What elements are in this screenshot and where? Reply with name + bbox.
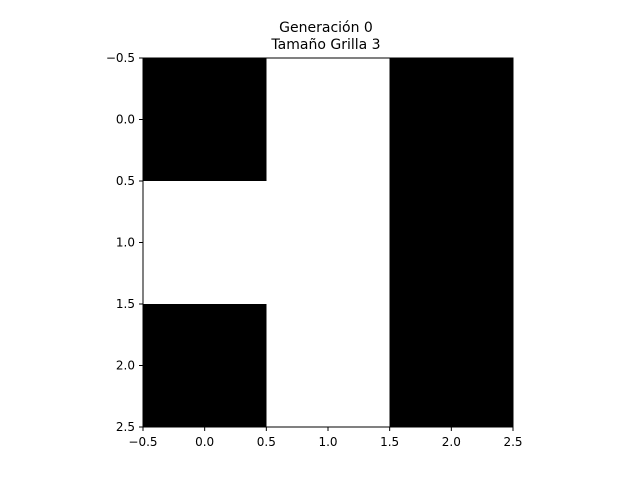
heatmap-cell-r1-c1 — [266, 181, 390, 304]
y-tick-label: 0.5 — [116, 174, 135, 188]
y-tick-label: 2.0 — [116, 359, 135, 373]
heatmap-cell-r2-c0 — [143, 304, 267, 427]
x-tick-label: 1.0 — [318, 435, 337, 449]
heatmap-cell-r1-c2 — [389, 181, 513, 304]
x-tick-label: 0.0 — [195, 435, 214, 449]
heatmap-cell-r0-c2 — [389, 58, 513, 181]
y-tick-label: 2.5 — [116, 420, 135, 434]
x-tick-label: −0.5 — [128, 435, 157, 449]
chart-title-line-2: Tamaño Grilla 3 — [270, 37, 380, 53]
x-axis: −0.5 0.0 0.5 1.0 1.5 2.0 2.5 — [128, 427, 523, 449]
chart-title-line-1: Generación 0 — [279, 20, 373, 36]
heatmap-cell-r1-c0 — [143, 181, 267, 304]
y-tick-label: −0.5 — [106, 51, 135, 65]
y-tick-label: 1.5 — [116, 297, 135, 311]
y-tick-label: 0.0 — [116, 113, 135, 127]
y-tick-label: 1.0 — [116, 236, 135, 250]
heatmap-cells — [143, 58, 513, 427]
x-tick-label: 0.5 — [257, 435, 276, 449]
x-tick-label: 2.5 — [503, 435, 522, 449]
heatmap-cell-r0-c1 — [266, 58, 390, 181]
x-tick-label: 1.5 — [380, 435, 399, 449]
heatmap-cell-r2-c1 — [266, 304, 390, 427]
x-tick-label: 2.0 — [442, 435, 461, 449]
heatmap-cell-r2-c2 — [389, 304, 513, 427]
heatmap-cell-r0-c0 — [143, 58, 267, 181]
y-axis: −0.5 0.0 0.5 1.0 1.5 2.0 2.5 — [106, 51, 143, 434]
